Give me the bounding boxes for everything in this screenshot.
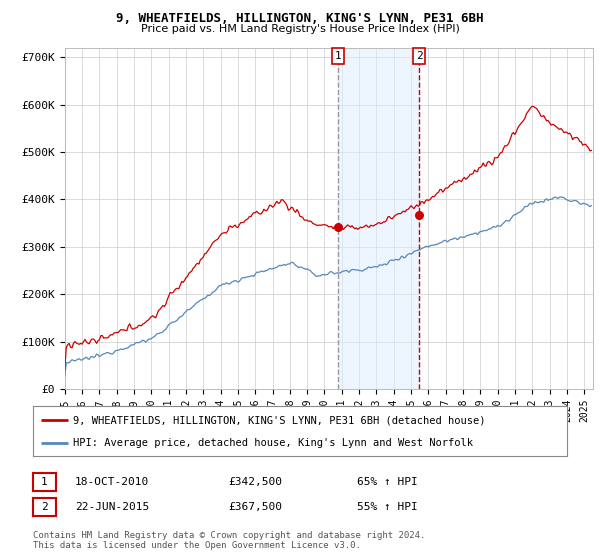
Text: 55% ↑ HPI: 55% ↑ HPI — [357, 502, 418, 512]
Text: 2: 2 — [41, 502, 48, 512]
Text: 22-JUN-2015: 22-JUN-2015 — [75, 502, 149, 512]
Text: 18-OCT-2010: 18-OCT-2010 — [75, 477, 149, 487]
Text: 65% ↑ HPI: 65% ↑ HPI — [357, 477, 418, 487]
Text: Price paid vs. HM Land Registry's House Price Index (HPI): Price paid vs. HM Land Registry's House … — [140, 24, 460, 34]
Text: 9, WHEATFIELDS, HILLINGTON, KING'S LYNN, PE31 6BH (detached house): 9, WHEATFIELDS, HILLINGTON, KING'S LYNN,… — [73, 415, 485, 425]
Text: Contains HM Land Registry data © Crown copyright and database right 2024.
This d: Contains HM Land Registry data © Crown c… — [33, 531, 425, 550]
Point — [415, 211, 424, 220]
Text: HPI: Average price, detached house, King's Lynn and West Norfolk: HPI: Average price, detached house, King… — [73, 438, 473, 449]
Text: £367,500: £367,500 — [228, 502, 282, 512]
Text: 1: 1 — [335, 51, 341, 61]
Text: 1: 1 — [41, 477, 48, 487]
Text: 9, WHEATFIELDS, HILLINGTON, KING'S LYNN, PE31 6BH: 9, WHEATFIELDS, HILLINGTON, KING'S LYNN,… — [116, 12, 484, 25]
Bar — [338, 48, 419, 389]
Point — [334, 222, 343, 231]
Text: 2: 2 — [416, 51, 422, 61]
Text: £342,500: £342,500 — [228, 477, 282, 487]
